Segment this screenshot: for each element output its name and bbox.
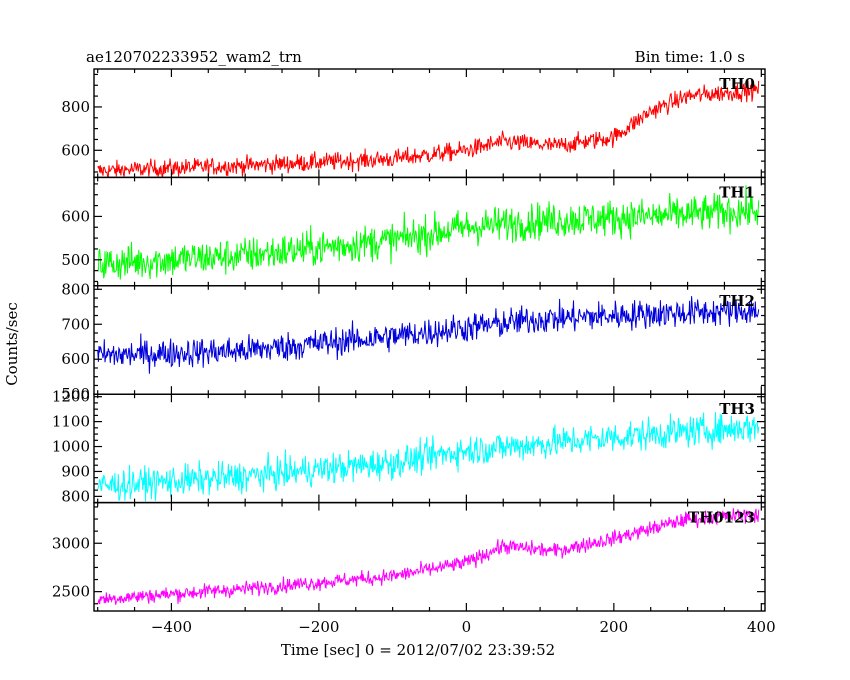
- y-tick-label: 600: [61, 141, 90, 159]
- series-line-th1: [97, 185, 760, 280]
- bin-time-label: Bin time: 1.0 s: [635, 48, 745, 66]
- y-axis-title: Counts/sec: [3, 302, 21, 386]
- x-axis: −400 −200 0 200 400: [151, 618, 776, 636]
- y-tick-label: 900: [61, 462, 90, 480]
- series-line-th0123: [97, 508, 760, 605]
- series-label-th1: TH1: [719, 183, 755, 201]
- panel-frame: [93, 285, 766, 395]
- series-label-th3: TH3: [719, 400, 755, 418]
- panels: 600 800 TH0 500 600 TH1 500 600 700 800 TH2 800 900 1…: [52, 68, 766, 612]
- y-tick-label: 2500: [52, 583, 90, 601]
- panel-th0: 600 800 TH0: [61, 68, 766, 179]
- x-tick-label: −400: [151, 618, 192, 636]
- series-label-th0123: TH0123: [688, 509, 755, 527]
- y-tick-label: 600: [61, 207, 90, 225]
- panel-frame: [93, 176, 766, 287]
- x-tick-label: 400: [747, 618, 776, 636]
- y-tick-label: 3000: [52, 534, 90, 552]
- series-line-th2: [97, 296, 760, 374]
- y-tick-label: 1000: [52, 438, 90, 456]
- panel-th2: 500 600 700 800 TH2: [61, 280, 766, 403]
- x-tick-label: 200: [600, 618, 629, 636]
- y-tick-label: 700: [61, 315, 90, 333]
- panel-th3: 800 900 1000 1100 1200 TH3: [52, 388, 766, 505]
- y-tick-label: 500: [61, 251, 90, 269]
- y-tick-label: 800: [61, 487, 90, 505]
- y-tick-label: 800: [61, 98, 90, 116]
- observation-title: ae120702233952_wam2_trn: [86, 48, 302, 66]
- series-line-th3: [97, 412, 760, 502]
- x-tick-label: 0: [462, 618, 472, 636]
- panel-th1: 500 600 TH1: [61, 176, 766, 287]
- y-tick-label: 600: [61, 350, 90, 368]
- series-label-th2: TH2: [719, 292, 755, 310]
- x-axis-title: Time [sec] 0 = 2012/07/02 23:39:52: [281, 641, 555, 659]
- panel-th0123: 2500 3000 TH0123: [52, 501, 766, 612]
- y-tick-label: 500: [61, 385, 90, 403]
- series-label-th0: TH0: [719, 75, 755, 93]
- y-tick-label: 1100: [52, 413, 90, 431]
- series-line-th0: [97, 80, 760, 177]
- x-tick-label: −200: [298, 618, 339, 636]
- y-tick-label: 800: [61, 280, 90, 298]
- y-tick-label: 1200: [52, 388, 90, 406]
